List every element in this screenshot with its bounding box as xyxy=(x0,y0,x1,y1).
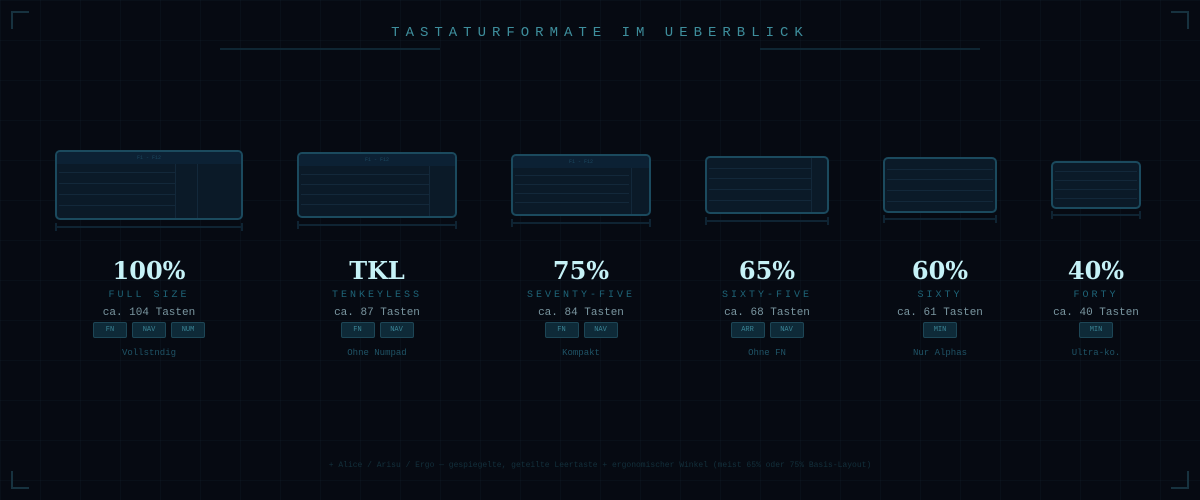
tag-fn: FN xyxy=(340,322,375,338)
width-dimension-line xyxy=(1051,211,1141,219)
keyboard-diagram-65 xyxy=(705,156,829,214)
format-name: FULL SIZE xyxy=(108,290,190,301)
format-percent: 100% xyxy=(112,256,186,285)
corner-bracket-bottom-left xyxy=(11,471,29,489)
tag-min: MIN xyxy=(923,322,957,338)
format-name: TENKEYLESS xyxy=(331,290,422,301)
width-dimension-line xyxy=(55,223,243,231)
tag-arr: ARR xyxy=(730,322,765,338)
feature-tags: MIN xyxy=(996,322,1196,338)
feature-tags: MIN xyxy=(840,322,1040,338)
tag-fn: FN xyxy=(93,322,127,338)
format-info: 75% SEVENTY-FIVE ca. 84 Tasten FN NAV Ko… xyxy=(481,256,681,358)
title-divider-left xyxy=(220,48,440,50)
feature-tags: FN NAV xyxy=(481,322,681,338)
format-name: SIXTY-FIVE xyxy=(721,290,812,301)
feature-tags: FN NAV NUM xyxy=(49,322,249,338)
format-percent: 65% xyxy=(738,256,796,285)
format-name: FORTY xyxy=(1073,290,1119,301)
tag-nav: NAV xyxy=(379,322,414,338)
tag-nav: NAV xyxy=(583,322,618,338)
format-description: Vollstndig xyxy=(121,348,176,358)
corner-bracket-top-left xyxy=(11,11,29,29)
function-row: F1 - F12 xyxy=(299,154,455,166)
function-row: F1 - F12 xyxy=(513,156,649,168)
format-name: SEVENTY-FIVE xyxy=(526,290,635,301)
key-count: ca. 87 Tasten xyxy=(334,307,420,319)
tag-min: MIN xyxy=(1079,322,1113,338)
keyboard-diagram-40 xyxy=(1051,161,1141,209)
key-count: ca. 84 Tasten xyxy=(538,307,624,319)
width-dimension-line xyxy=(511,219,651,227)
keyboard-diagram-tkl: F1 - F12 xyxy=(297,152,457,218)
function-row: F1 - F12 xyxy=(57,152,241,164)
page-title: TASTATURFORMATE IM UEBERBLICK xyxy=(391,25,809,41)
format-percent: 60% xyxy=(911,256,969,285)
format-info: 60% SIXTY ca. 61 Tasten MIN Nur Alphas xyxy=(840,256,1040,358)
width-dimension-line xyxy=(883,215,997,223)
corner-bracket-bottom-right xyxy=(1171,471,1189,489)
keyboard-diagram-full-size: F1 - F12 xyxy=(55,150,243,220)
footer-note: + Alice / Arisu / Ergo — gespiegelte, ge… xyxy=(328,461,872,470)
width-dimension-line xyxy=(705,217,829,225)
format-name: SIXTY xyxy=(917,290,963,301)
keyboard-diagram-60 xyxy=(883,157,997,213)
format-description: Kompakt xyxy=(562,348,600,358)
format-description: Ohne FN xyxy=(748,348,786,358)
format-info: 40% FORTY ca. 40 Tasten MIN Ultra-ko. xyxy=(996,256,1196,358)
feature-tags: ARR NAV xyxy=(667,322,867,338)
key-count: ca. 61 Tasten xyxy=(897,307,983,319)
format-info: 65% SIXTY-FIVE ca. 68 Tasten ARR NAV Ohn… xyxy=(667,256,867,358)
format-info: 100% FULL SIZE ca. 104 Tasten FN NAV NUM… xyxy=(49,256,249,358)
keyboard-diagram-75: F1 - F12 xyxy=(511,154,651,216)
title-divider-right xyxy=(760,48,980,50)
tag-nav: NAV xyxy=(132,322,166,338)
format-percent: 75% xyxy=(552,256,610,285)
corner-bracket-top-right xyxy=(1171,11,1189,29)
tag-num: NUM xyxy=(171,322,205,338)
width-dimension-line xyxy=(297,221,457,229)
key-count: ca. 40 Tasten xyxy=(1053,307,1139,319)
feature-tags: FN NAV xyxy=(277,322,477,338)
tag-nav: NAV xyxy=(769,322,804,338)
format-description: Nur Alphas xyxy=(912,348,967,358)
format-description: Ohne Numpad xyxy=(347,348,407,358)
key-count: ca. 104 Tasten xyxy=(102,307,196,319)
format-info: TKL TENKEYLESS ca. 87 Tasten FN NAV Ohne… xyxy=(277,256,477,358)
key-count: ca. 68 Tasten xyxy=(724,307,810,319)
tag-fn: FN xyxy=(544,322,579,338)
format-percent: TKL xyxy=(349,256,405,285)
format-percent: 40% xyxy=(1067,256,1125,285)
format-description: Ultra-ko. xyxy=(1071,348,1121,358)
